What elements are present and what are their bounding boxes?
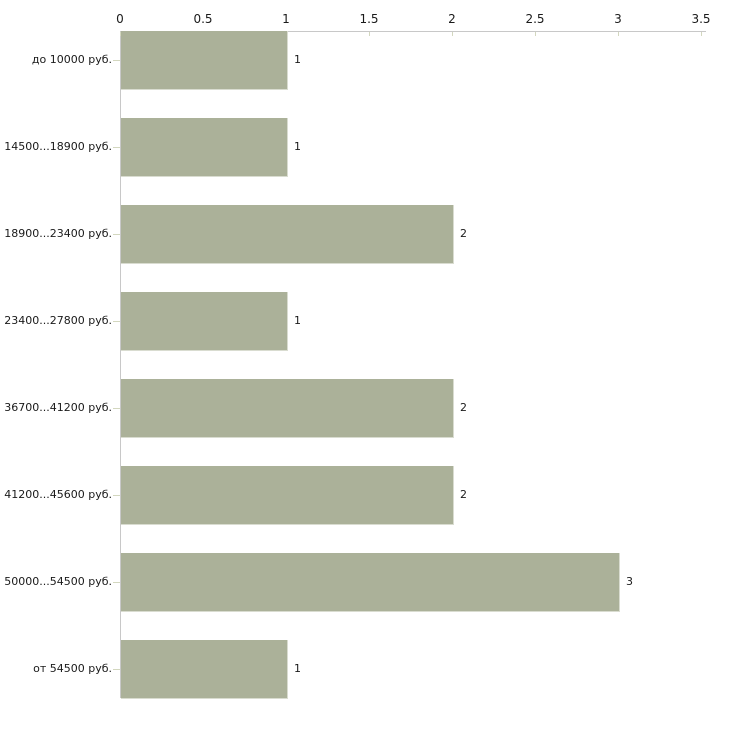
- x-tick-mark: [701, 32, 702, 36]
- bar: [121, 640, 288, 699]
- x-tick-mark: [535, 32, 536, 36]
- x-tick-mark: [120, 32, 121, 36]
- x-tick-mark: [369, 32, 370, 36]
- y-tick-mark: [113, 669, 120, 670]
- value-label: 1: [294, 53, 301, 66]
- x-axis-line: [120, 31, 706, 32]
- bar: [121, 118, 288, 177]
- x-tick-label: 3: [614, 12, 622, 26]
- x-tick-label: 2.5: [525, 12, 545, 26]
- y-tick-mark: [113, 495, 120, 496]
- bar: [121, 379, 454, 438]
- value-label: 1: [294, 140, 301, 153]
- value-label: 1: [294, 662, 301, 675]
- x-tick-mark: [618, 32, 619, 36]
- x-tick-mark: [452, 32, 453, 36]
- y-axis-line: [120, 31, 121, 698]
- category-label: 23400...27800 руб.: [4, 314, 112, 327]
- bar: [121, 205, 454, 264]
- y-tick-mark: [113, 321, 120, 322]
- bar: [121, 553, 620, 612]
- value-label: 2: [460, 401, 467, 414]
- y-tick-mark: [113, 60, 120, 61]
- value-label: 2: [460, 488, 467, 501]
- category-label: 50000...54500 руб.: [4, 575, 112, 588]
- x-tick-label: 2: [448, 12, 456, 26]
- category-label: от 54500 руб.: [33, 662, 112, 675]
- y-tick-mark: [113, 408, 120, 409]
- x-tick-label: 3.5: [691, 12, 711, 26]
- x-tick-label: 1: [282, 12, 290, 26]
- value-label: 2: [460, 227, 467, 240]
- category-label: до 10000 руб.: [31, 53, 112, 66]
- y-tick-mark: [113, 147, 120, 148]
- y-tick-mark: [113, 582, 120, 583]
- value-label: 1: [294, 314, 301, 327]
- category-label: 41200...45600 руб.: [4, 488, 112, 501]
- x-tick-label: 0: [116, 12, 124, 26]
- bar: [121, 466, 454, 525]
- bar: [121, 31, 288, 90]
- value-label: 3: [626, 575, 633, 588]
- y-tick-mark: [113, 234, 120, 235]
- x-tick-label: 0.5: [193, 12, 213, 26]
- category-label: 18900...23400 руб.: [4, 227, 112, 240]
- category-label: 14500...18900 руб.: [4, 140, 112, 153]
- bar: [121, 292, 288, 351]
- x-tick-label: 1.5: [359, 12, 379, 26]
- category-label: 36700...41200 руб.: [4, 401, 112, 414]
